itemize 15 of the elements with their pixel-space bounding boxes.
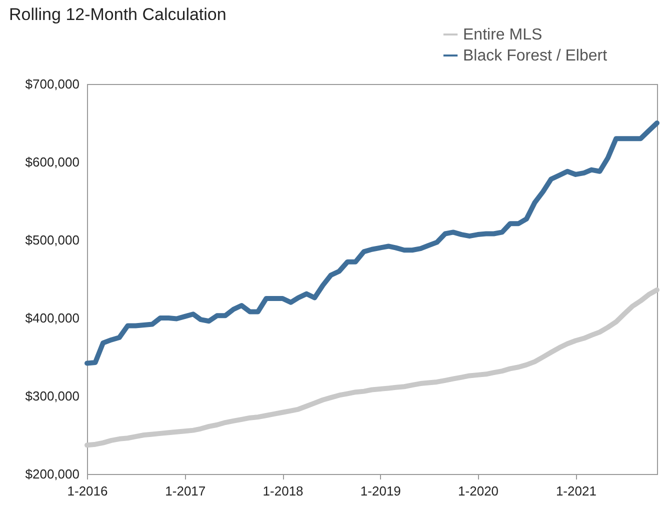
y-tick-label: $400,000 (25, 310, 80, 326)
chart-title: Rolling 12-Month Calculation (9, 5, 226, 24)
y-tick-label: $300,000 (25, 388, 80, 404)
x-tick-label: 1-2019 (360, 484, 401, 498)
x-tick-label: 1-2021 (556, 484, 596, 498)
y-tick-label: $500,000 (25, 232, 80, 248)
x-tick-label: 1-2020 (458, 484, 499, 498)
legend-label: Entire MLS (463, 26, 542, 44)
x-tick-label: 1-2018 (262, 484, 304, 498)
legend-label: Black Forest / Elbert (463, 48, 608, 64)
x-tick-label: 1-2016 (67, 484, 108, 498)
x-tick-label: 1-2017 (165, 484, 206, 498)
y-tick-label: $600,000 (25, 154, 80, 170)
y-tick-label: $200,000 (25, 466, 80, 482)
y-tick-label: $700,000 (25, 76, 80, 92)
